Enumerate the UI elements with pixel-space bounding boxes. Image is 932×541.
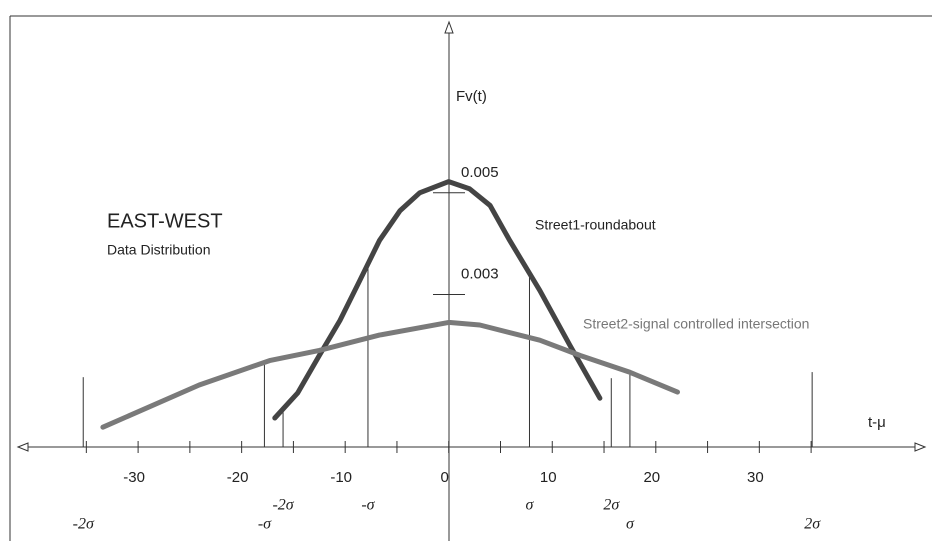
x-tick-label: 0	[441, 469, 449, 486]
sigma-label: 2σ	[603, 497, 620, 514]
series-line	[272, 179, 603, 421]
series-label: Street2-signal controlled intersection	[583, 316, 809, 332]
sigma-label: -2σ	[272, 497, 294, 514]
x-tick-label: 10	[540, 469, 557, 486]
x-tick-label: -10	[330, 469, 352, 486]
x-arrow-left	[16, 442, 29, 452]
x-tick-label: 20	[643, 469, 660, 486]
sigma-label: σ	[626, 516, 635, 533]
y-arrow	[444, 20, 454, 34]
series-label: Street1-roundabout	[535, 217, 656, 233]
sigma-label: 2σ	[804, 516, 821, 533]
x-tick-label: -30	[123, 469, 145, 486]
x-axis-label: t-μ	[868, 414, 886, 431]
x-tick-label: -20	[227, 469, 249, 486]
y-tick-label: 0.003	[461, 265, 499, 282]
y-tick-label: 0.005	[461, 164, 499, 181]
y-axis-label: Fv(t)	[456, 88, 487, 105]
x-arrow-right	[914, 442, 927, 452]
x-tick-label: 30	[747, 469, 764, 486]
series-line	[100, 319, 680, 430]
chart-title: EAST-WEST	[107, 210, 223, 232]
sigma-label: -σ	[258, 516, 272, 533]
sigma-label: σ	[526, 497, 535, 514]
chart-subtitle: Data Distribution	[107, 242, 211, 258]
sigma-label: -σ	[361, 497, 375, 514]
sigma-label: -2σ	[73, 516, 95, 533]
